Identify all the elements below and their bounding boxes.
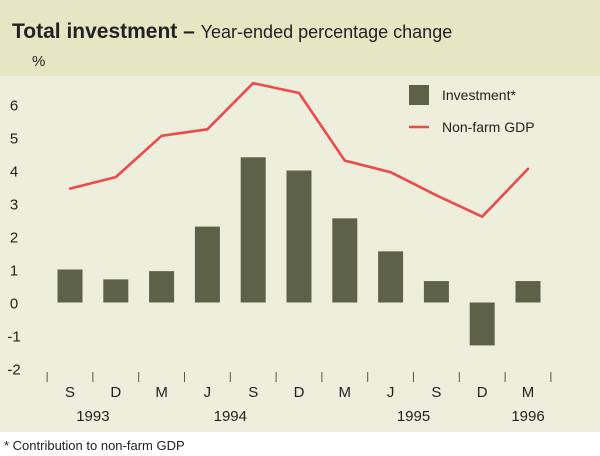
bar-investment	[515, 281, 541, 303]
y-tick-label: -2	[7, 362, 20, 379]
x-tick-label: S	[431, 384, 441, 401]
legend-gdp-label: Non-farm GDP	[442, 119, 535, 135]
x-tick-label: J	[387, 384, 395, 401]
chart-title: Total investment – Year-ended percentage…	[12, 20, 452, 43]
x-tick-label: D	[110, 384, 121, 401]
y-tick-label: 4	[10, 164, 18, 181]
bar-investment	[332, 218, 358, 303]
x-tick-label: D	[477, 384, 488, 401]
legend: Investment* Non-farm GDP	[409, 85, 535, 135]
chart-title-main: Total investment	[12, 20, 177, 43]
bar-investment	[286, 170, 312, 303]
line-non-farm-gdp	[68, 81, 530, 218]
header-band	[0, 0, 600, 76]
x-tick-label: S	[248, 384, 258, 401]
bar-investment	[194, 226, 220, 303]
year-label: 1996	[511, 408, 544, 425]
bar-investment	[378, 251, 404, 303]
year-label: 1995	[397, 408, 430, 425]
bar-investment	[240, 157, 266, 303]
chart-subtitle: Year-ended percentage change	[201, 22, 453, 42]
x-tick-label: D	[294, 384, 305, 401]
y-tick-label: -1	[7, 329, 20, 346]
y-tick-label: 0	[10, 296, 18, 313]
y-tick-label: 3	[10, 197, 18, 214]
bar-investment	[469, 302, 495, 346]
x-tick-label: M	[522, 384, 535, 401]
x-tick-label: J	[204, 384, 212, 401]
y-axis-unit-label: %	[32, 53, 45, 70]
legend-investment-swatch	[409, 85, 429, 105]
bar-investment	[57, 269, 83, 303]
x-tick-label: S	[65, 384, 75, 401]
y-tick-label: 6	[10, 98, 18, 115]
year-label: 1994	[214, 408, 247, 425]
chart-title-separator: –	[177, 20, 200, 43]
year-label: 1993	[76, 408, 109, 425]
y-tick-label: 2	[10, 230, 18, 247]
x-tick-label: M	[155, 384, 168, 401]
bar-investment	[149, 271, 175, 303]
x-tick-label: M	[339, 384, 352, 401]
y-tick-label: 1	[10, 263, 18, 280]
legend-investment-label: Investment*	[442, 87, 516, 103]
bar-investment	[103, 279, 129, 303]
bar-investment	[423, 281, 449, 303]
y-tick-label: 5	[10, 131, 18, 148]
footnote: * Contribution to non-farm GDP	[4, 438, 185, 453]
